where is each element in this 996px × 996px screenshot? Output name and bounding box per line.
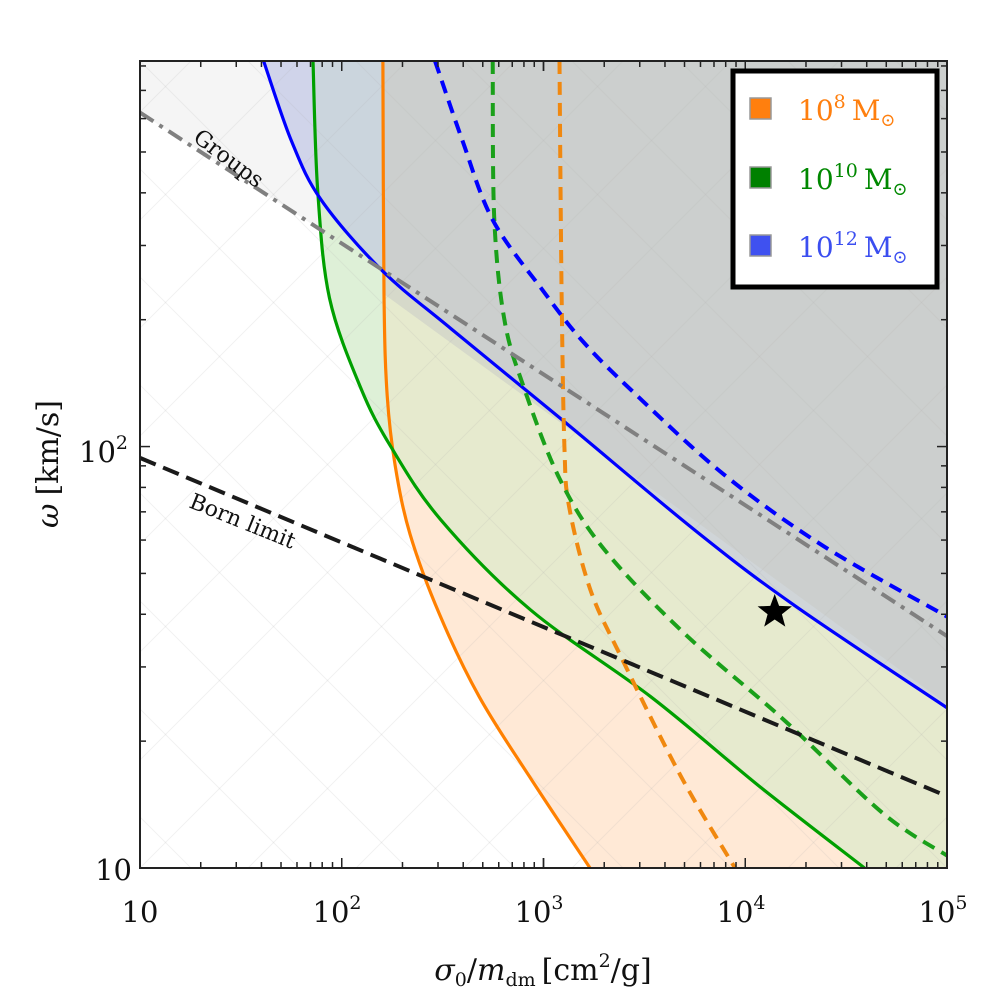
x-axis-title: σ0/mdm [cm2/g] [434, 950, 651, 991]
y-tick-labels: 10 102 [79, 432, 132, 887]
curve-groups [140, 110, 947, 638]
x-tick-1e3: 103 [515, 892, 564, 929]
y-tick-10: 10 [95, 853, 132, 887]
x-tick-1e4: 104 [717, 892, 766, 929]
x-tick-labels: 10 102 103 104 105 [122, 892, 968, 929]
curve-10-12-msun-solid- [262, 61, 947, 710]
x-tick-1e5: 105 [919, 892, 968, 929]
y-tick-1e2: 102 [79, 432, 128, 469]
star-marker [757, 594, 792, 627]
faint-hatch [140, 61, 947, 868]
curve-10-8-msun-solid- [381, 61, 592, 868]
curve-born-limit [140, 456, 947, 799]
legend-swatch-green [749, 166, 772, 189]
curve-10-10-msun-solid- [311, 61, 866, 868]
legend-label-1e12: 1012 M⊙ [798, 228, 908, 268]
legend-swatch-orange [749, 97, 772, 120]
curve-10-10-msun-dashed- [490, 61, 947, 858]
legend: 108 M⊙ 1010 M⊙ 1012 M⊙ [730, 68, 940, 290]
axis-ticks [139, 61, 948, 869]
legend-label-1e10: 1010 M⊙ [798, 160, 908, 200]
curve-10-8-msun-dashed- [557, 61, 737, 868]
legend-swatch-blue [749, 234, 772, 257]
x-tick-10: 10 [122, 895, 159, 929]
x-tick-1e2: 102 [313, 892, 362, 929]
curves [140, 61, 947, 868]
curve-10-12-msun-dashed- [433, 61, 947, 619]
y-axis-title: ω[km/s] [31, 400, 66, 528]
legend-label-1e8: 108 M⊙ [798, 91, 896, 131]
